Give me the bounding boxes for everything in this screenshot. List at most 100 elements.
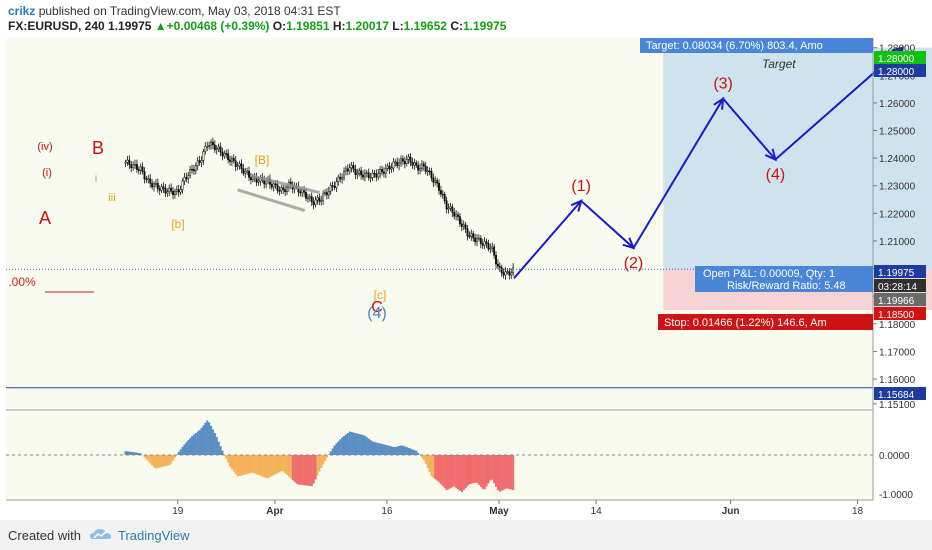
time-axis-label: 14 [591, 506, 603, 517]
candle-body [248, 170, 250, 178]
candle-body [128, 159, 131, 166]
candle-body [500, 267, 503, 274]
candle-body [343, 170, 345, 179]
close-value: 1.19975 [462, 19, 507, 33]
oscillator-bar [436, 455, 439, 481]
candle-body [173, 191, 176, 196]
oscillator-bar [367, 438, 370, 456]
candle-body [382, 171, 385, 174]
candle-body [381, 169, 383, 173]
candle-body [210, 141, 212, 146]
candle-body [377, 173, 380, 178]
candle-body [493, 246, 496, 256]
candle-body [510, 272, 513, 276]
oscillator-bar [158, 455, 161, 468]
oscillator-bar [462, 455, 465, 491]
oscillator-bar [483, 455, 486, 490]
oscillator-bar [221, 450, 224, 456]
oscillator-bar [420, 455, 424, 458]
oscillator-bar [206, 420, 209, 456]
oscillator-bar [504, 455, 507, 489]
oscillator-bar [204, 422, 207, 456]
oscillator-series [6, 420, 873, 493]
oscillator-bar [318, 455, 321, 472]
oscillator-bar [417, 452, 420, 456]
candle-body [225, 153, 228, 155]
oscillator-bar [132, 452, 135, 456]
oscillator-bar [460, 455, 463, 493]
wave-label-big-b-bracket: [B] [255, 153, 270, 167]
candle-body [318, 197, 321, 202]
oscillator-bar [453, 455, 456, 487]
oscillator-bar [333, 445, 336, 456]
candle-body [130, 164, 133, 168]
oscillator-bar [282, 455, 285, 472]
chart-area[interactable]: (1)(2)(3)(4)AB(iv)(i) iiii[b][B][c]C(4).0… [0, 0, 932, 520]
price-tag-box [874, 293, 926, 306]
oscillator-bar [124, 451, 127, 456]
candle-body [181, 180, 184, 190]
oscillator-bar [477, 455, 481, 485]
oscillator-bar [466, 455, 469, 487]
candle-body [276, 184, 279, 191]
oscillator-bar [405, 447, 408, 456]
oscillator-bar [506, 455, 509, 489]
price-axis-label: 1.23000 [879, 182, 916, 193]
candle-body [491, 246, 494, 249]
oscillator-bar [162, 455, 165, 467]
candle-body [322, 193, 325, 201]
low-label: L: [392, 19, 404, 33]
oscillator-bar [360, 434, 363, 456]
candle-body [192, 169, 195, 172]
candle-body [308, 196, 311, 199]
oscillator-bar [230, 455, 234, 470]
oscillator-bar [200, 427, 203, 456]
wave-label-b-bracket: [b] [171, 217, 184, 231]
candle-body [200, 160, 203, 163]
price-tag-label: 1.15684 [878, 390, 915, 401]
oscillator-bar [457, 455, 460, 490]
candle-body [229, 159, 231, 162]
price-change: +0.00468 (+0.39%) [166, 19, 270, 33]
candle-body [420, 163, 423, 169]
candle-body [409, 156, 412, 163]
oscillator-bar [299, 455, 302, 485]
oscillator-bar [164, 455, 167, 467]
candle-body [487, 243, 490, 250]
tradingview-brand[interactable]: TradingView [118, 528, 190, 543]
candle-body [405, 159, 408, 165]
candle-body [502, 272, 505, 276]
oscillator-bar [430, 455, 433, 476]
oscillator-bar [400, 445, 403, 456]
wave-channel-upper [252, 174, 321, 195]
candle-body [126, 159, 129, 163]
author-name[interactable]: crikz [8, 4, 36, 18]
candle-body [312, 201, 315, 206]
price-axis-label: 1.15100 [879, 400, 916, 411]
stop-info-box [658, 314, 873, 330]
oscillator-bar [458, 455, 462, 491]
oscillator-bar [251, 455, 254, 473]
candle-body [158, 188, 161, 191]
oscillator-bar [500, 455, 503, 491]
candle-body [320, 200, 323, 202]
wave-label-a: A [39, 208, 51, 228]
oscillator-bar [179, 449, 182, 456]
oscillator-bar [187, 440, 190, 456]
projection-wave-label: (4) [766, 166, 786, 183]
candle-body [339, 176, 342, 180]
candle-body [196, 160, 199, 166]
candle-body [390, 167, 393, 170]
candle-body [455, 214, 458, 217]
oscillator-bar [371, 441, 374, 456]
candle-body [278, 190, 281, 192]
candle-body [388, 165, 391, 170]
oscillator-bar [196, 431, 199, 456]
candle-body [170, 187, 173, 192]
candle-body [217, 146, 220, 149]
oscillator-axis-label: -1.0000 [879, 490, 913, 501]
candle-body [333, 186, 336, 188]
candle-body [183, 176, 186, 182]
candle-body [215, 148, 218, 151]
oscillator-bar [139, 453, 142, 456]
